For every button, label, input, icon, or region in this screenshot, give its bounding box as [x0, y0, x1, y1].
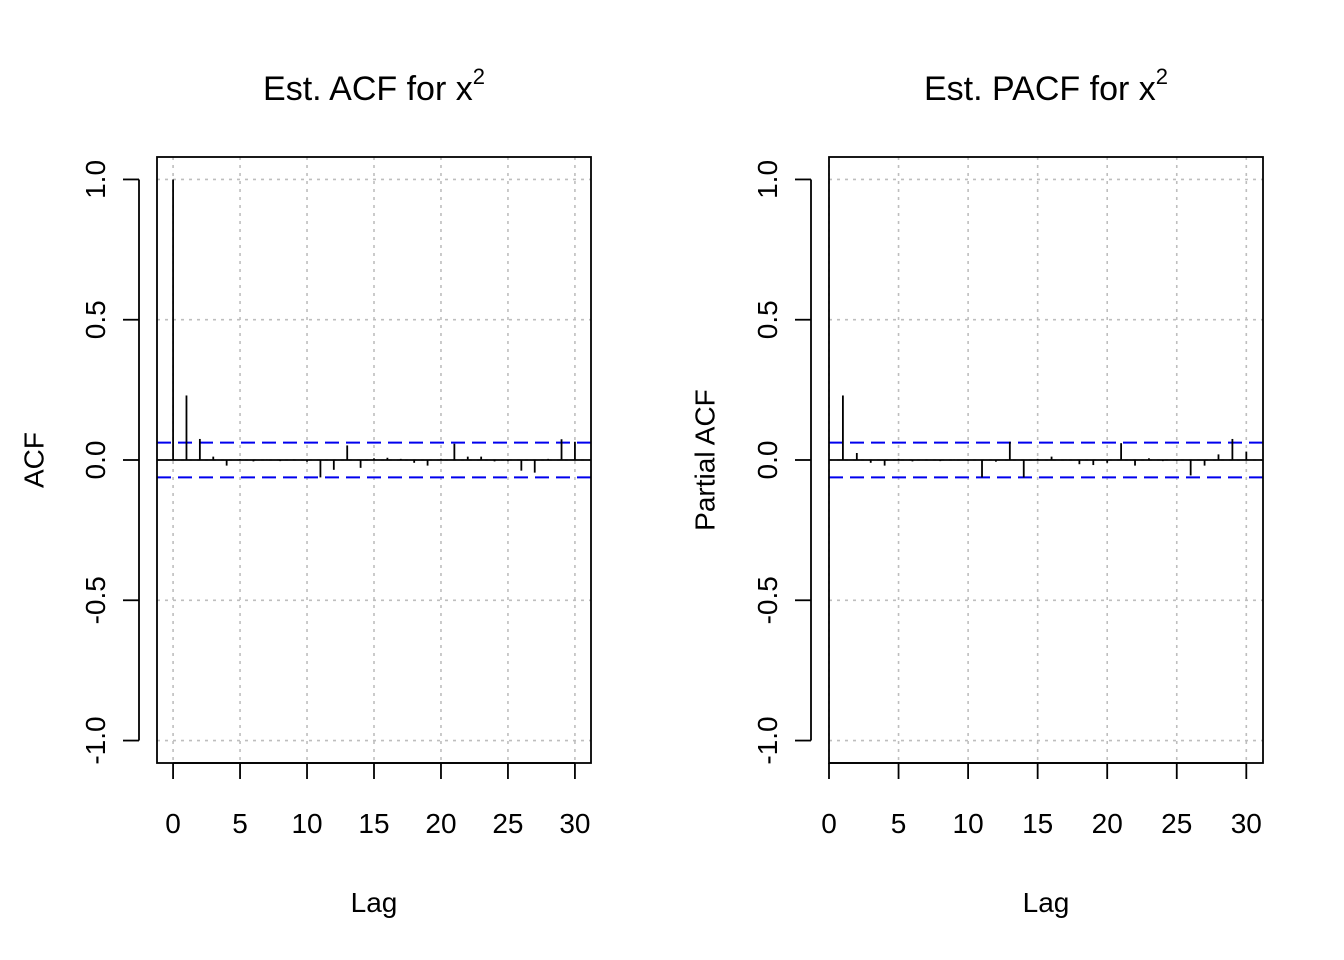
- x-tick-label: 30: [1231, 808, 1262, 839]
- x-tick-label: 20: [1092, 808, 1123, 839]
- chart-title: Est. ACF for x2: [263, 64, 485, 108]
- x-tick-label: 10: [291, 808, 322, 839]
- y-tick-label: 1.0: [80, 160, 111, 199]
- acf-panel: 0 5 10 15 20 25 30 -1.0 -0.5 0.0 0.5 1.0 Est. ACF fo…: [18, 64, 592, 918]
- y-tick-label: 0.5: [80, 300, 111, 339]
- y-axis-label: ACF: [18, 432, 49, 488]
- x-axis-label: Lag: [1023, 887, 1070, 918]
- x-tick-label: 25: [1161, 808, 1192, 839]
- chart-title-text: Est. ACF for x: [263, 70, 473, 108]
- y-tick-label: 0.0: [752, 441, 783, 480]
- x-tick-label: 5: [232, 808, 248, 839]
- y-tick-label: -1.0: [752, 716, 783, 764]
- chart-title-text: Est. PACF for x: [924, 70, 1156, 108]
- x-tick-label: 0: [821, 808, 837, 839]
- pacf-panel: 0 5 10 15 20 25 30 -1.0 -0.5 0.0 0.5 1.0 Est. PACF f…: [689, 64, 1264, 918]
- x-tick-label: 30: [559, 808, 590, 839]
- y-tick-label: -1.0: [80, 716, 111, 764]
- y-tick-label: -0.5: [752, 576, 783, 624]
- y-tick-label: 0.5: [752, 300, 783, 339]
- x-tick-label: 15: [1022, 808, 1053, 839]
- x-tick-label: 15: [358, 808, 389, 839]
- y-axis-label: Partial ACF: [689, 389, 720, 531]
- x-axis-label: Lag: [351, 887, 398, 918]
- y-tick-label: 1.0: [752, 160, 783, 199]
- chart-title-superscript: 2: [473, 64, 485, 89]
- x-tick-label: 10: [953, 808, 984, 839]
- x-tick-label: 20: [425, 808, 456, 839]
- x-tick-label: 0: [165, 808, 181, 839]
- y-tick-label: 0.0: [80, 441, 111, 480]
- x-tick-label: 5: [891, 808, 907, 839]
- chart-title: Est. PACF for x2: [924, 64, 1168, 108]
- y-tick-label: -0.5: [80, 576, 111, 624]
- x-tick-label: 25: [492, 808, 523, 839]
- chart-title-superscript: 2: [1156, 64, 1168, 89]
